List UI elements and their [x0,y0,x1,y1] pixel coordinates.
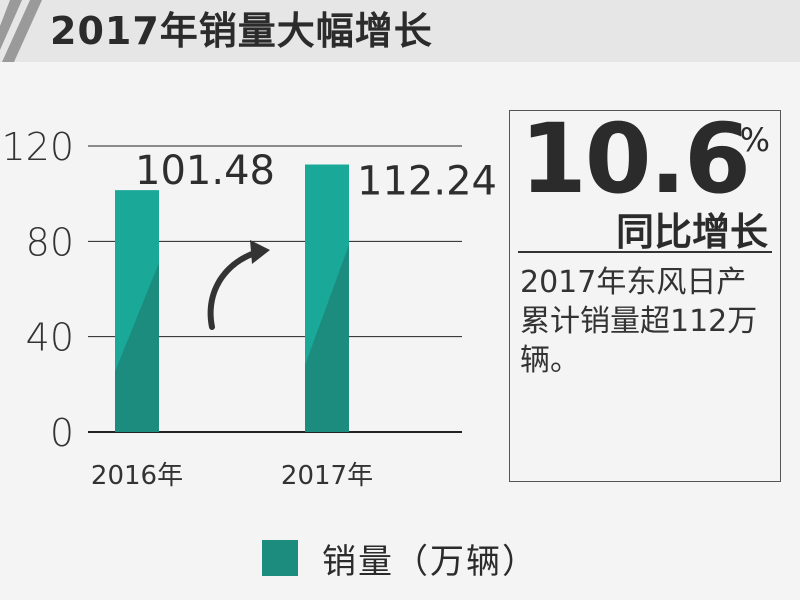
header-decoration [0,0,42,62]
callout-divider [518,251,772,253]
callout-description: 2017年东风日产累计销量超112万辆。 [520,265,758,378]
bar-2017年 [305,164,349,432]
bar-2016年 [115,190,159,432]
growth-callout: 10.6 % 同比增长 2017年东风日产累计销量超112万辆。 [509,103,781,482]
bar-chart: 0 40 80 120 2016年 2017年 101.48 112.24 [1,125,497,491]
legend-label: 销量（万辆） [322,541,538,582]
data-label: 112.24 [357,158,497,204]
legend-swatch [262,540,298,576]
y-tick-label: 80 [26,220,74,264]
growth-label: 同比增长 [615,210,768,254]
bar-shade [305,244,349,432]
data-labels: 101.48 112.24 [135,148,497,204]
bar-shade [115,262,159,432]
y-tick-label: 40 [26,316,74,360]
chart-legend: 销量（万辆） [262,538,538,582]
page-title: 2017年销量大幅增长 [50,9,433,53]
x-tick-label: 2016年 [91,461,183,491]
y-tick-label: 0 [50,411,74,455]
growth-arrow-icon [207,240,270,330]
growth-value: 10.6 [520,103,751,215]
data-label: 101.48 [135,148,275,194]
chart-bars [115,164,349,432]
y-tick-label: 120 [1,125,74,169]
x-axis: 2016年 2017年 [91,461,373,491]
header-bar: 2017年销量大幅增长 [0,0,800,62]
y-axis: 0 40 80 120 [1,125,74,455]
growth-unit: % [739,121,770,159]
x-tick-label: 2017年 [281,461,373,491]
